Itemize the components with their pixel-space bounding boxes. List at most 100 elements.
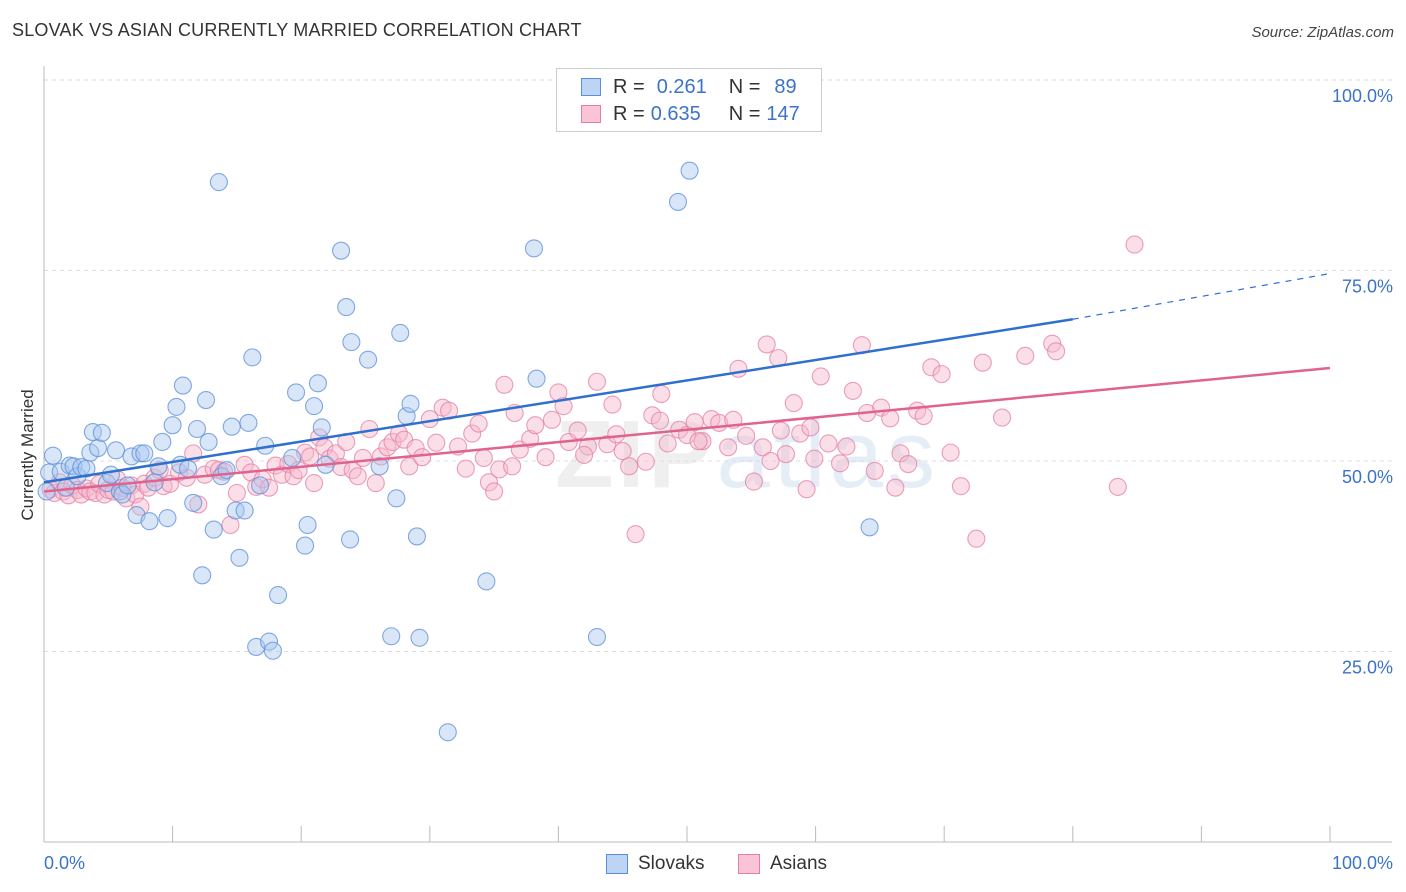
asians-r-label: R =	[613, 102, 645, 125]
asian-point	[568, 421, 587, 440]
slovak-point	[239, 413, 258, 432]
slovak-point	[283, 448, 302, 468]
slovak-point	[88, 438, 108, 458]
slovak-point	[312, 418, 331, 437]
asian-point	[503, 457, 522, 476]
asian-point	[1016, 346, 1035, 365]
slovak-point	[187, 419, 207, 439]
asian-point	[737, 426, 756, 445]
asian-point	[474, 448, 493, 468]
slovak-point	[135, 444, 154, 463]
asian-point	[753, 438, 772, 457]
asian-point	[305, 474, 324, 493]
asian-point	[469, 414, 488, 433]
slovak-point	[193, 566, 212, 585]
asian-point	[993, 408, 1012, 427]
slovak-point	[101, 465, 120, 484]
slovak-point	[410, 628, 429, 647]
asian-point	[272, 465, 291, 484]
asian-point	[837, 437, 856, 456]
asian-point	[45, 483, 64, 503]
y-tick-label: 75.0%	[1342, 277, 1393, 297]
asian-point	[881, 409, 900, 428]
asian-point	[744, 472, 763, 491]
asian-point	[479, 473, 499, 492]
slovak-point	[217, 461, 236, 480]
asian-point	[941, 443, 960, 462]
slovak-point	[341, 530, 360, 549]
y-tick-label: 25.0%	[1342, 658, 1393, 678]
chart-title: SLOVAK VS ASIAN CURRENTLY MARRIED CORREL…	[12, 20, 582, 40]
asian-point	[526, 416, 545, 435]
asian-point	[1047, 342, 1066, 361]
slovak-point	[222, 417, 241, 436]
slovak-point	[305, 397, 324, 416]
bottom-asians-swatch	[738, 854, 760, 874]
slovak-point	[113, 485, 132, 504]
y-tick-label: 50.0%	[1342, 467, 1393, 487]
asian-point	[922, 358, 941, 377]
legend-row-asians: R = 0.635 N = 147	[581, 102, 800, 126]
slovak-point	[43, 446, 63, 465]
slovak-point	[199, 432, 218, 452]
asian-point	[689, 432, 708, 451]
asian-point	[221, 515, 240, 535]
asian-point	[811, 367, 830, 386]
asian-point	[932, 365, 951, 384]
slovak-point	[118, 476, 137, 495]
slovak-point	[387, 489, 406, 508]
slovak-point	[263, 641, 282, 660]
asian-point	[951, 477, 970, 496]
asians-n-label: N =	[728, 102, 761, 125]
asian-point	[620, 457, 639, 476]
bottom-legend-asians: Asians	[738, 852, 827, 876]
slovak-point	[860, 518, 879, 537]
slovak-point	[407, 527, 426, 546]
asian-point	[326, 444, 345, 463]
slovak-point	[259, 632, 279, 651]
asian-point	[658, 434, 677, 453]
slovak-point	[173, 376, 192, 395]
asian-point	[1108, 477, 1127, 496]
asian-point	[693, 432, 712, 451]
asian-point	[598, 435, 617, 454]
asian-point	[1125, 235, 1144, 254]
slovak-point	[370, 457, 389, 476]
slovak-point	[106, 441, 126, 460]
asian-point	[797, 480, 816, 499]
slovak-point	[391, 323, 410, 343]
slovak-point	[230, 548, 249, 567]
asian-point	[650, 411, 670, 430]
asian-point	[973, 353, 992, 372]
slovak-point	[92, 423, 111, 442]
asian-point	[784, 394, 803, 413]
slovak-point	[97, 474, 117, 493]
slovak-point	[477, 572, 496, 591]
slovak-point	[332, 241, 351, 260]
watermark-zip: ZIP	[555, 401, 717, 508]
bottom-slovaks-swatch	[606, 854, 628, 874]
chart-source: Source: ZipAtlas.com	[1251, 24, 1394, 41]
asian-point	[771, 421, 790, 440]
slovak-point	[209, 173, 228, 192]
x-tick-label-min: 0.0%	[44, 853, 85, 873]
slovaks-trend-line	[43, 318, 1073, 484]
slovak-point	[680, 161, 699, 180]
slovak-point	[196, 390, 216, 410]
slovak-point	[269, 586, 288, 605]
bottom-legend-slovaks: Slovaks	[606, 852, 705, 876]
slovaks-n-label: N =	[728, 75, 761, 98]
slovaks-n-value: 89	[774, 75, 797, 98]
asian-point	[801, 418, 820, 437]
bottom-asians-label: Asians	[770, 853, 828, 874]
asian-point	[485, 482, 504, 501]
slovak-point	[524, 239, 544, 258]
asian-point	[865, 461, 884, 480]
asian-point	[603, 395, 622, 414]
slovak-point	[359, 350, 378, 369]
slovak-point	[163, 416, 182, 435]
slovak-point	[250, 476, 270, 495]
slovak-point	[153, 432, 172, 452]
asian-point	[456, 459, 475, 478]
asian-point	[719, 438, 738, 457]
